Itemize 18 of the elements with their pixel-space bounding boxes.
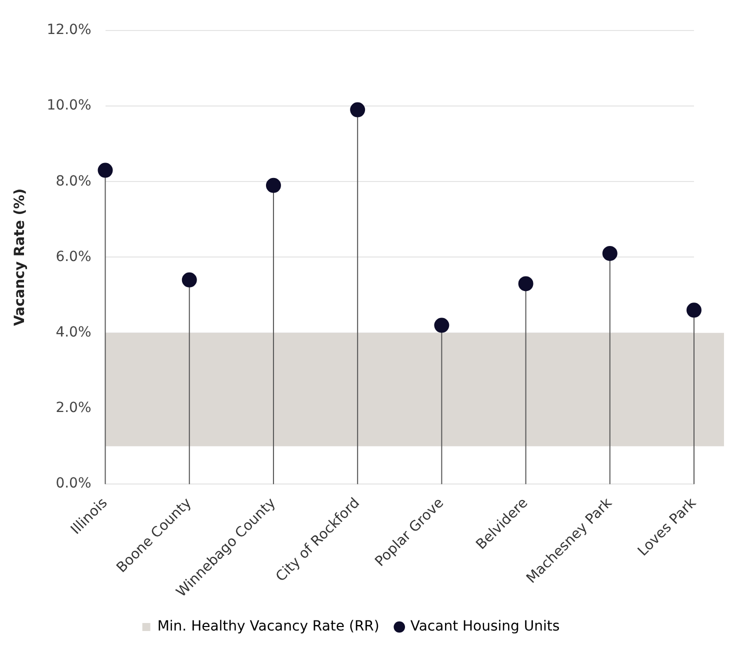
y-tick-label: 12.0% xyxy=(46,22,92,38)
point xyxy=(518,276,534,292)
y-tick-label: 4.0% xyxy=(56,324,92,340)
y-tick-label: 6.0% xyxy=(56,248,92,265)
point xyxy=(602,246,618,261)
legend-label: Min. Healthy Vacancy Rate (RR) xyxy=(157,618,380,635)
point xyxy=(98,162,113,178)
legend-label: Vacant Housing Units xyxy=(410,618,560,635)
y-tick-label: 10.0% xyxy=(46,98,92,114)
point xyxy=(434,318,450,333)
y-tick-label: 2.0% xyxy=(56,400,92,416)
y-axis-title: Vacancy Rate (%) xyxy=(12,188,28,326)
point xyxy=(266,178,281,193)
point xyxy=(182,272,197,288)
y-tick-label: 8.0% xyxy=(56,173,92,190)
y-tick-label: 0.0% xyxy=(56,476,92,492)
point xyxy=(686,302,702,318)
point xyxy=(350,102,366,118)
